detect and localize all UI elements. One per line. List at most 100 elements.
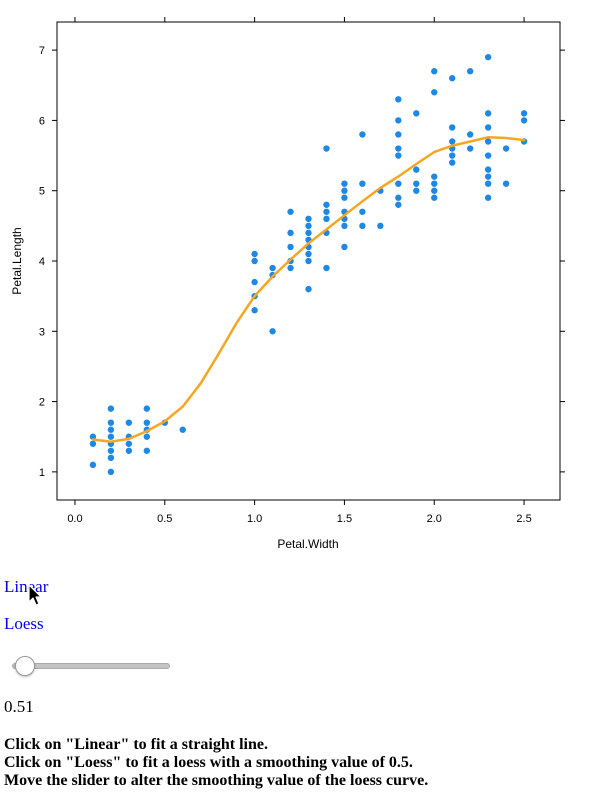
data-point [413,110,420,117]
slider-track[interactable] [12,663,170,669]
data-point [107,447,115,454]
data-point [431,187,438,194]
data-point [484,138,492,145]
data-point [323,201,330,208]
data-point [143,433,151,440]
data-point [395,194,402,201]
data-point [413,180,420,187]
data-point [449,152,456,159]
data-point [466,131,474,138]
loess-curve [91,136,526,443]
data-point [287,243,294,251]
y-tick-label: 5 [39,186,45,198]
data-point [449,159,456,166]
y-tick-label: 1 [39,467,45,479]
data-point [125,440,133,447]
data-point [359,131,366,138]
data-point [251,278,258,286]
y-tick-label: 6 [39,115,45,127]
data-point [125,419,133,426]
data-point [449,138,456,145]
instructions: Click on "Linear" to fit a straight line… [4,736,428,790]
data-point [431,180,438,187]
y-tick-label: 4 [39,256,45,268]
data-point [377,222,384,230]
data-point [323,208,330,215]
data-point [449,75,456,82]
data-point [251,250,258,258]
y-tick-label: 2 [39,397,45,409]
data-point [413,187,420,194]
data-point [359,208,366,215]
data-point [431,89,438,96]
data-point [89,461,97,469]
data-point [107,468,115,476]
instruction-line: Click on "Linear" to fit a straight line… [4,736,268,753]
x-tick-label: 0.0 [67,513,82,525]
data-point [449,124,456,131]
instruction-line: Move the slider to alter the smoothing v… [4,772,429,789]
slider-value-text: 0.51 [4,697,34,716]
data-point [395,117,402,124]
data-point [287,264,294,272]
y-tick-label: 7 [39,45,45,57]
smoothing-slider[interactable] [12,656,170,676]
data-point [323,145,330,152]
data-point [484,166,492,173]
data-point [179,426,186,433]
data-point [287,229,294,237]
data-point [89,440,97,447]
x-axis-title: Petal.Width [277,537,338,551]
data-point [323,215,330,223]
data-point [125,447,133,454]
data-point [520,117,528,124]
x-tick-label: 2.5 [516,513,531,525]
data-point [395,145,402,152]
data-point [305,285,312,293]
data-point [89,433,97,440]
data-point [341,222,348,230]
data-point [143,419,151,426]
data-point [341,243,348,251]
y-axis: 1 2 3 4 5 6 7 [39,45,565,479]
data-point [466,145,474,152]
data-point [395,201,402,208]
data-point [484,173,492,180]
data-point [341,194,348,201]
scatter-plot: 0.0 0.5 1.0 1.5 2.0 2.5 1 2 3 4 5 6 7 Petal.Width P… [10,17,565,551]
y-axis-title: Petal.Length [10,227,24,294]
data-point [359,222,366,230]
data-point [484,53,492,61]
x-tick-label: 1.5 [337,513,352,525]
data-point [484,180,492,187]
data-point [305,215,312,223]
data-point [287,208,294,215]
data-point [107,454,115,462]
data-point [413,166,420,173]
data-point [143,447,151,454]
x-tick-label: 1.0 [247,513,262,525]
instruction-line: Click on "Loess" to fit a loess with a s… [4,754,413,771]
data-point [341,180,348,187]
data-point [466,68,474,75]
data-point [395,131,402,138]
mouse-pointer-icon [28,584,42,606]
data-point [431,173,438,180]
data-point [341,187,348,194]
data-point [305,222,312,230]
slider-thumb[interactable] [14,656,35,676]
data-point [484,110,492,117]
data-point [107,426,115,433]
data-point [395,96,402,103]
data-point [305,229,312,237]
x-tick-label: 0.5 [157,513,172,525]
data-point [431,68,438,75]
data-point [305,250,312,258]
data-point [107,419,115,426]
data-point [502,145,510,152]
loess-link[interactable]: Loess [4,614,44,633]
linear-link[interactable]: Linear [4,577,49,596]
data-point [269,328,276,335]
data-point [323,264,330,272]
data-point [484,152,492,159]
